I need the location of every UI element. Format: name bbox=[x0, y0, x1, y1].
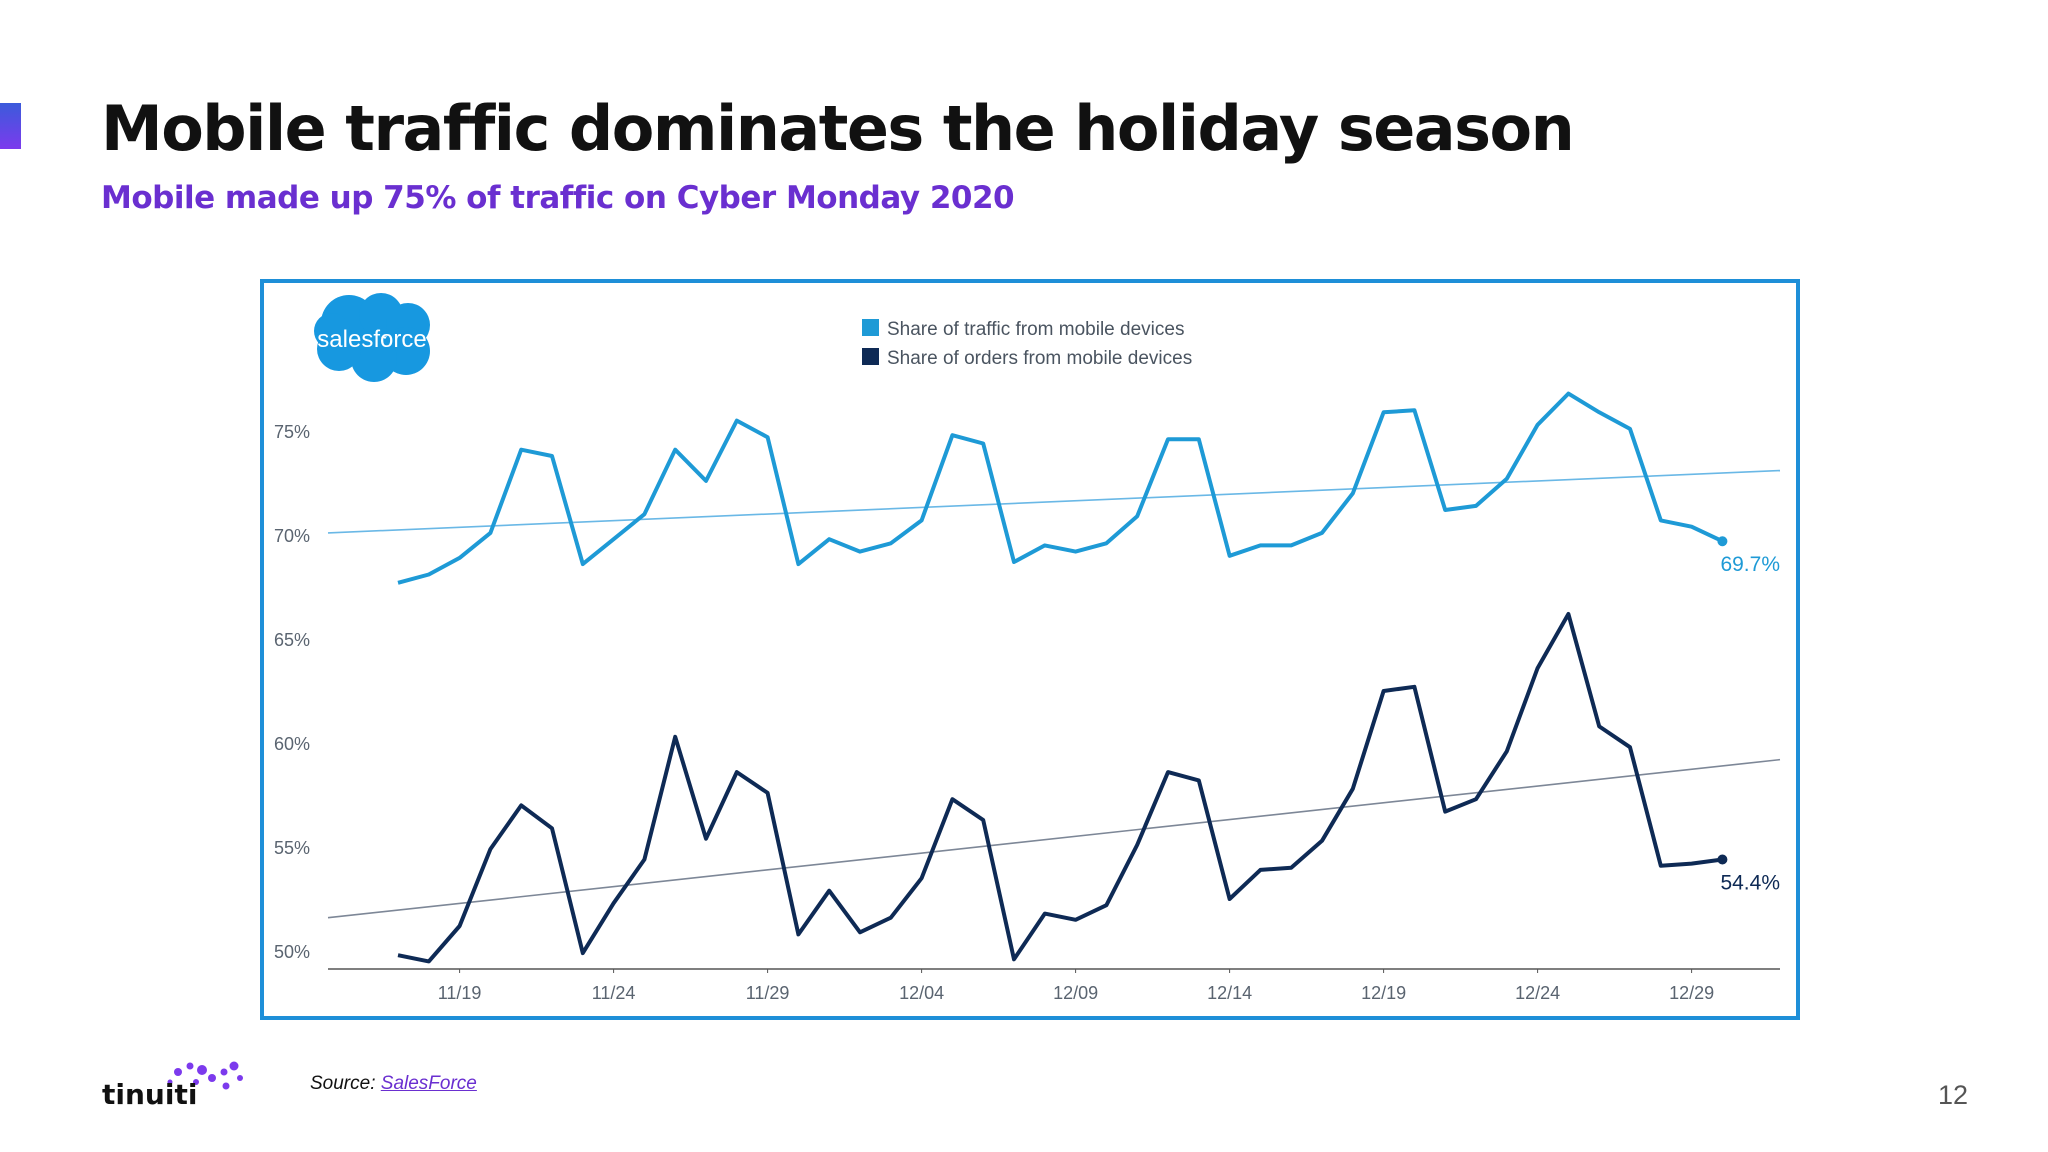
dots-icon bbox=[167, 1061, 243, 1090]
salesforce-wordmark: salesforce bbox=[317, 326, 426, 353]
x-tick-label: 11/24 bbox=[592, 983, 636, 1003]
series-line-orders bbox=[397, 612, 1723, 964]
data-point bbox=[1717, 536, 1728, 547]
x-tick-label: 12/14 bbox=[1207, 983, 1252, 1003]
source-prefix: Source: bbox=[310, 1073, 381, 1094]
slide-subtitle: Mobile made up 75% of traffic on Cyber M… bbox=[101, 180, 1015, 216]
y-tick-label: 60% bbox=[274, 734, 310, 754]
y-tick-label: 65% bbox=[274, 630, 310, 650]
legend: Share of traffic from mobile devices Shar… bbox=[862, 319, 1192, 369]
trendline-traffic bbox=[327, 469, 1781, 534]
legend-swatch bbox=[862, 348, 879, 365]
data-point bbox=[1717, 854, 1728, 865]
x-tick-label: 12/04 bbox=[899, 983, 944, 1003]
source-note: Source: SalesForce bbox=[310, 1073, 477, 1095]
y-tick-label: 70% bbox=[274, 526, 310, 546]
series-line-traffic bbox=[397, 391, 1724, 585]
line-chart: salesforce 50% 55% 60% 65% 70% 75% 11/19 11/24 1… bbox=[274, 293, 1781, 1003]
y-tick-label: 50% bbox=[274, 942, 310, 962]
tinuiti-wordmark: tinuiti bbox=[102, 1078, 197, 1111]
accent-bar bbox=[0, 103, 21, 149]
chart-frame: salesforce 50% 55% 60% 65% 70% 75% 11/19 11/24 1… bbox=[260, 279, 1800, 1020]
trendline-orders bbox=[327, 758, 1781, 919]
x-tick-label: 11/29 bbox=[746, 983, 790, 1003]
y-tick-label: 75% bbox=[274, 422, 310, 442]
source-link[interactable]: SalesForce bbox=[380, 1073, 477, 1094]
end-value-label: 54.4% bbox=[1720, 871, 1780, 894]
series-lines: 69.7% 54.4% bbox=[397, 391, 1780, 964]
y-tick-label: 55% bbox=[274, 838, 310, 858]
legend-label: Share of orders from mobile devices bbox=[887, 348, 1192, 369]
legend-label: Share of traffic from mobile devices bbox=[887, 319, 1184, 340]
legend-swatch bbox=[862, 319, 879, 336]
tinuiti-logo: tinuiti bbox=[100, 1052, 260, 1117]
x-tick-label: 11/19 bbox=[438, 983, 482, 1003]
x-tick-label: 12/09 bbox=[1053, 983, 1098, 1003]
x-tick-label: 12/24 bbox=[1515, 983, 1560, 1003]
x-tick-label: 12/29 bbox=[1669, 983, 1714, 1003]
page-number: 12 bbox=[1937, 1080, 1968, 1110]
slide-title: Mobile traffic dominates the holiday sea… bbox=[101, 92, 1575, 165]
salesforce-logo: salesforce bbox=[314, 293, 430, 382]
trendlines bbox=[327, 469, 1781, 919]
end-value-label: 69.7% bbox=[1720, 553, 1780, 576]
axes: 50% 55% 60% 65% 70% 75% 11/19 11/24 11/29 12/04 12… bbox=[274, 422, 1780, 1003]
x-tick-label: 12/19 bbox=[1361, 983, 1406, 1003]
